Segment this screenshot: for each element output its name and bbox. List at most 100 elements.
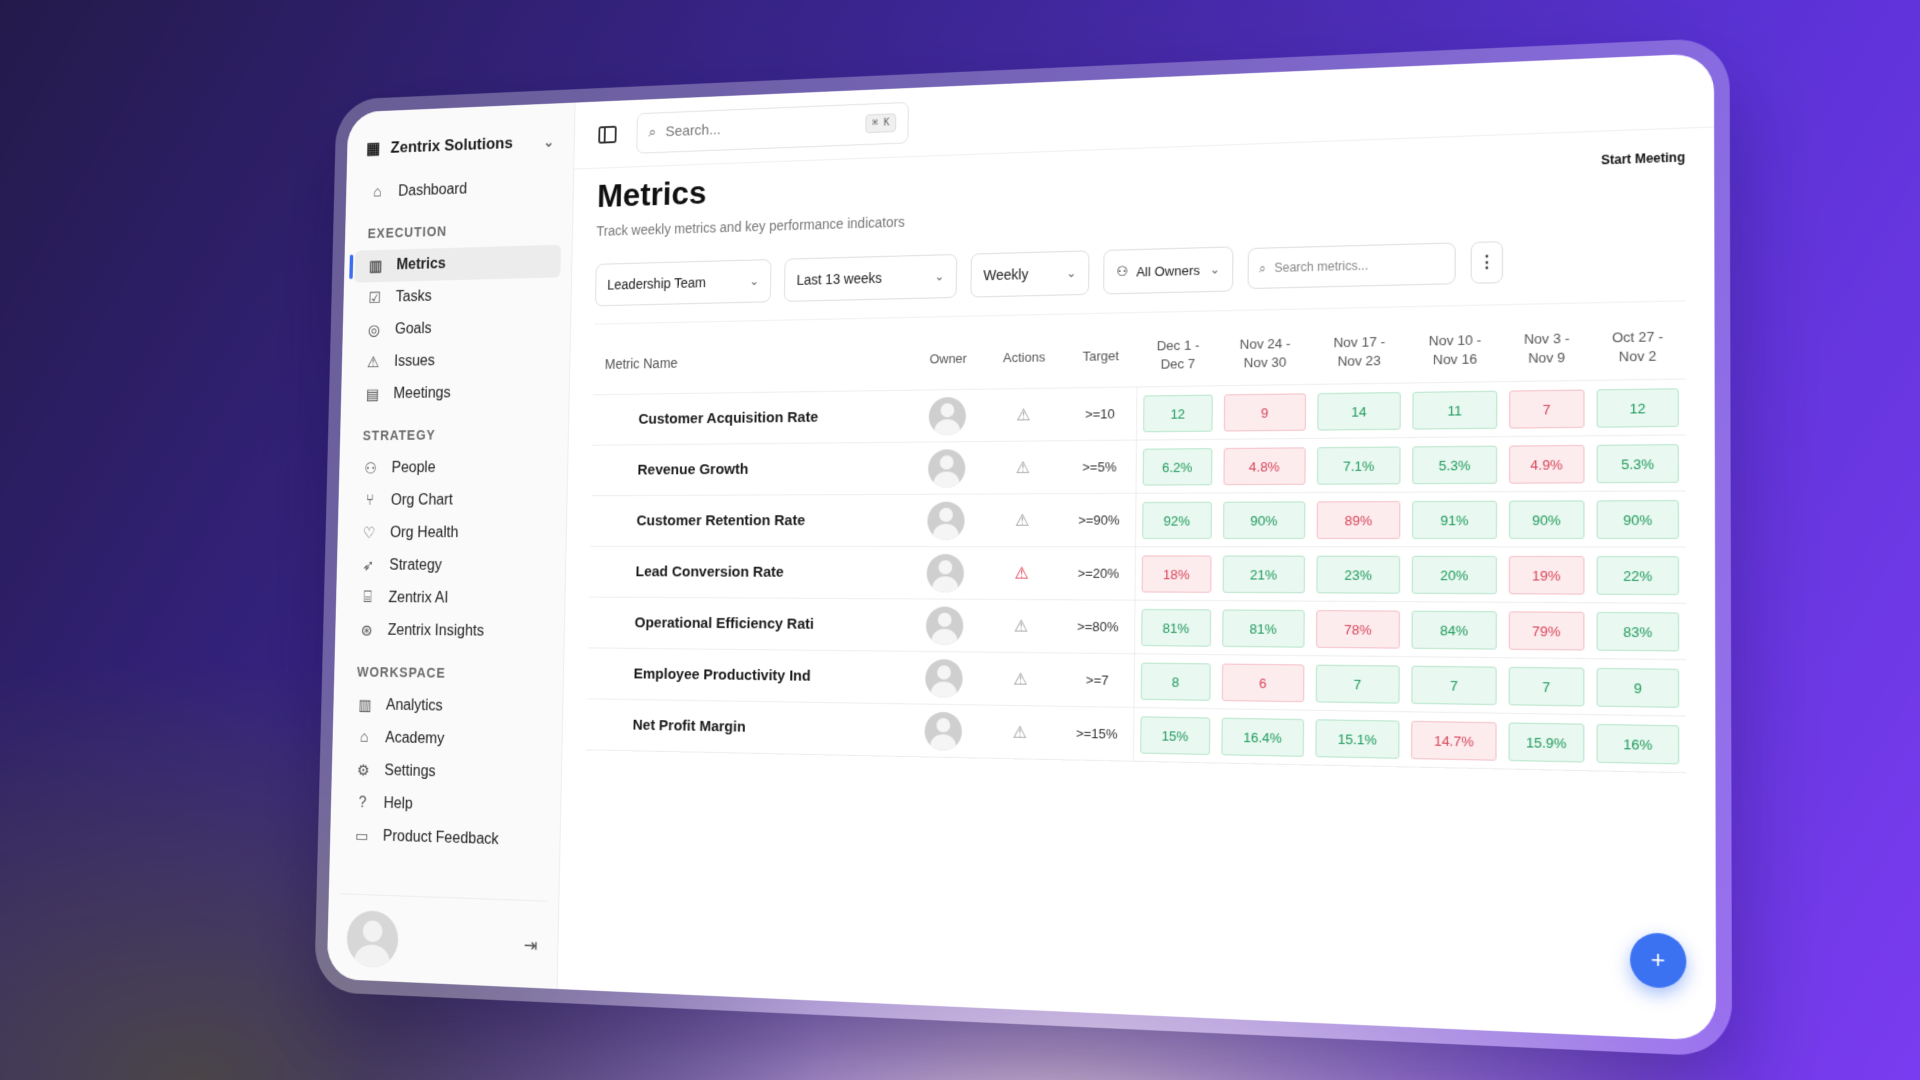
metric-value-good[interactable]: 21% (1223, 555, 1305, 593)
metric-value-good[interactable]: 14 (1317, 392, 1400, 431)
sidebar-item-zentrix-ai[interactable]: ⌸ Zentrix AI (346, 582, 554, 616)
metrics-search-input[interactable]: ⌕ Search metrics... (1248, 242, 1456, 289)
metric-value-good[interactable]: 6.2% (1142, 448, 1212, 485)
metric-name[interactable]: Revenue Growth (591, 443, 911, 497)
sidebar-toggle-icon[interactable] (598, 125, 617, 143)
avatar[interactable] (927, 554, 965, 592)
sidebar-item-issues[interactable]: ⚠ Issues (352, 343, 559, 379)
metric-value-good[interactable]: 90% (1223, 501, 1305, 539)
metric-value-good[interactable]: 81% (1222, 609, 1304, 647)
frequency-select[interactable]: Weekly ⌄ (970, 250, 1089, 297)
metric-value-good[interactable]: 7 (1412, 666, 1497, 705)
warning-icon[interactable]: ⚠ (1013, 671, 1027, 689)
more-options-icon[interactable]: ⋮ (1471, 241, 1503, 284)
sidebar-item-metrics[interactable]: ▥ Metrics (354, 245, 561, 283)
sidebar-item-people[interactable]: ⚇ People (349, 451, 556, 485)
metric-name[interactable]: Operational Efficiency Rati (588, 597, 909, 651)
sidebar-item-strategy[interactable]: ➶ Strategy (347, 550, 555, 583)
metric-value-good[interactable]: 91% (1412, 501, 1497, 539)
sidebar-item-goals[interactable]: ◎ Goals (353, 310, 560, 347)
metric-value-bad[interactable]: 79% (1509, 611, 1584, 650)
sidebar-item-meetings[interactable]: ▤ Meetings (351, 376, 558, 412)
org-switcher[interactable]: ▦ Zentrix Solutions ⌄ (357, 124, 563, 177)
metric-value-good[interactable]: 15.9% (1509, 722, 1584, 762)
metric-value-good[interactable]: 15.1% (1315, 719, 1399, 759)
warning-icon[interactable]: ⚠ (1016, 407, 1030, 424)
metric-name[interactable]: Employee Productivity Ind (587, 648, 908, 704)
sidebar-item-settings[interactable]: ⚙ Settings (342, 754, 550, 792)
metric-name[interactable]: Customer Acquisition Rate (592, 391, 911, 446)
avatar[interactable] (925, 659, 963, 698)
metric-value-good[interactable]: 83% (1596, 612, 1679, 652)
metric-value-good[interactable]: 84% (1412, 611, 1497, 650)
global-search[interactable]: ⌕ Search... ⌘ K (636, 101, 909, 153)
avatar[interactable] (927, 502, 965, 540)
metric-value-bad[interactable]: 78% (1316, 610, 1400, 649)
metric-value-good[interactable]: 15% (1140, 716, 1210, 755)
metric-value-good[interactable]: 16% (1596, 724, 1680, 765)
metric-value-bad[interactable]: 4.9% (1509, 445, 1584, 484)
logout-icon[interactable]: ⇥ (523, 935, 537, 956)
metric-value-bad[interactable]: 9 (1224, 393, 1306, 431)
metric-value-bad[interactable]: 6 (1222, 663, 1304, 702)
metric-value-good[interactable]: 11 (1413, 391, 1498, 430)
range-select[interactable]: Last 13 weeks ⌄ (784, 254, 957, 302)
metric-value-good[interactable]: 12 (1596, 388, 1679, 428)
start-meeting-button[interactable]: Start Meeting (1601, 150, 1685, 168)
metric-value-good[interactable]: 90% (1509, 500, 1584, 539)
week-value-cell: 15% (1134, 708, 1216, 764)
warning-icon[interactable]: ⚠ (1013, 724, 1027, 742)
avatar[interactable] (928, 449, 966, 487)
add-metric-button[interactable]: + (1630, 932, 1686, 989)
sidebar-item-org-chart[interactable]: ⑂ Org Chart (349, 484, 556, 517)
metric-value-good[interactable]: 7.1% (1317, 446, 1400, 484)
avatar[interactable] (926, 606, 964, 645)
metric-value-good[interactable]: 8 (1141, 662, 1211, 700)
week-value-cell: 84% (1406, 602, 1503, 658)
metric-value-bad[interactable]: 19% (1509, 556, 1584, 595)
avatar[interactable] (924, 712, 962, 751)
metric-name[interactable]: Customer Retention Rate (590, 495, 910, 547)
metric-value-good[interactable]: 9 (1596, 668, 1680, 708)
avatar[interactable] (929, 397, 967, 436)
metric-value-good[interactable]: 92% (1142, 502, 1212, 539)
user-footer: ⇥ (338, 893, 548, 974)
metric-value-good[interactable]: 81% (1141, 609, 1211, 647)
week-start-label: Nov 10 - (1413, 331, 1497, 352)
chevron-down-icon: ⌄ (934, 269, 944, 283)
team-select[interactable]: Leadership Team ⌄ (595, 259, 771, 306)
warning-icon[interactable]: ⚠ (1015, 512, 1029, 529)
metric-value-bad[interactable]: 7 (1509, 389, 1584, 428)
metric-value-good[interactable]: 5.3% (1596, 444, 1679, 483)
metric-value-good[interactable]: 7 (1316, 664, 1400, 703)
table-row[interactable]: Lead Conversion Rate ⚠ >=20% 18% 21% 23% 20% 19… (589, 547, 1686, 604)
metric-value-good[interactable]: 12 (1143, 394, 1213, 432)
avatar[interactable] (346, 910, 398, 968)
metric-name[interactable]: Net Profit Margin (586, 699, 907, 757)
warning-icon[interactable]: ⚠ (1014, 618, 1028, 635)
sidebar-item-analytics[interactable]: ▥ Analytics (344, 689, 552, 725)
metric-value-bad[interactable]: 14.7% (1411, 721, 1496, 761)
metric-value-good[interactable]: 22% (1596, 556, 1679, 595)
metric-value-good[interactable]: 23% (1316, 556, 1400, 594)
sidebar-item-academy[interactable]: ⌂ Academy (343, 721, 551, 758)
metric-value-good[interactable]: 16.4% (1221, 718, 1303, 757)
owner-cell (910, 442, 983, 495)
metric-value-good[interactable]: 7 (1509, 667, 1584, 707)
metric-value-good[interactable]: 5.3% (1412, 446, 1497, 485)
sidebar-item-org-health[interactable]: ♡ Org Health (348, 517, 556, 550)
metric-value-good[interactable]: 90% (1596, 500, 1679, 539)
metric-value-bad[interactable]: 18% (1141, 555, 1211, 592)
metric-value-good[interactable]: 20% (1412, 556, 1497, 594)
week-end-label: Nov 2 (1597, 347, 1679, 368)
warning-icon[interactable]: ⚠ (1014, 565, 1028, 582)
owners-select[interactable]: ⚇ All Owners ⌄ (1103, 246, 1233, 294)
sidebar-item-tasks[interactable]: ☑ Tasks (354, 277, 561, 314)
metric-value-bad[interactable]: 4.8% (1223, 447, 1305, 485)
metric-name[interactable]: Lead Conversion Rate (589, 547, 909, 600)
table-row[interactable]: Customer Retention Rate ⚠ >=90% 92% 90% 89% 91… (590, 491, 1686, 547)
table-row[interactable]: Revenue Growth ⚠ >=5% 6.2% 4.8% 7.1% 5.3% 4.9% 5… (591, 435, 1685, 496)
metric-value-bad[interactable]: 89% (1317, 501, 1401, 539)
warning-icon[interactable]: ⚠ (1016, 460, 1030, 477)
sidebar-item-zentrix-insights[interactable]: ⊛ Zentrix Insights (345, 614, 553, 649)
